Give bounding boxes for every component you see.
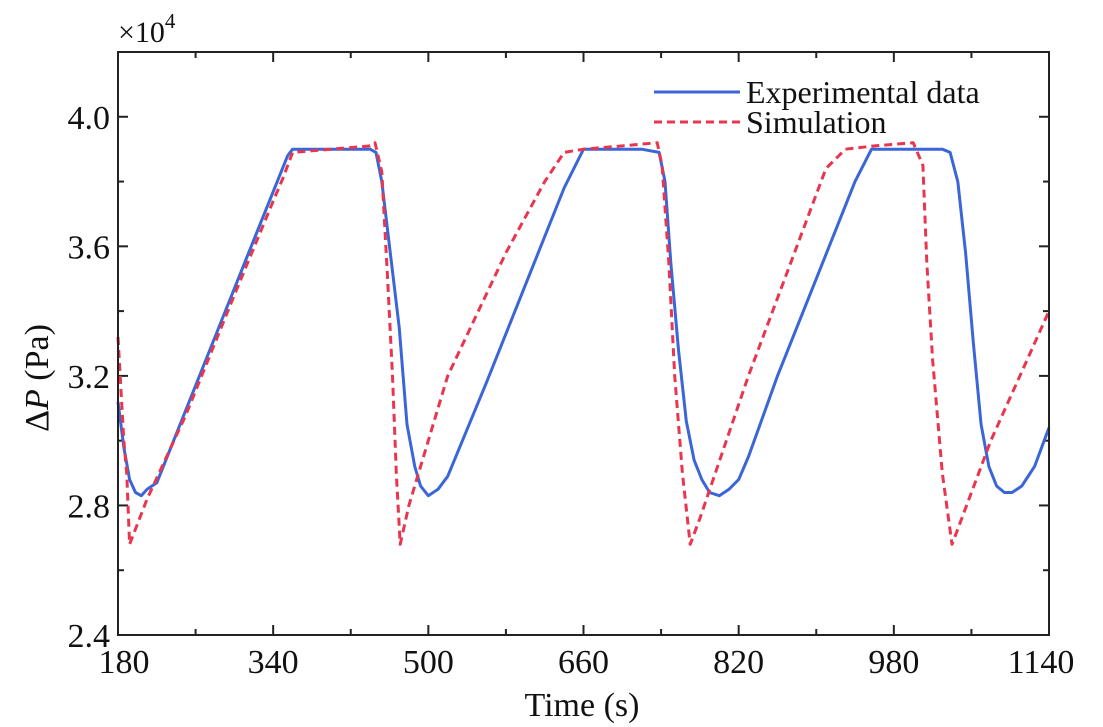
x-tick-label: 500 — [403, 644, 454, 681]
y-axis-title: ΔP (Pa) — [19, 324, 56, 432]
series-layer — [116, 141, 1051, 546]
y-tick-label: 3.2 — [68, 359, 111, 396]
x-tick-label: 1140 — [1008, 644, 1075, 681]
y-tick-label: 4.0 — [68, 100, 111, 137]
y-multiplier-exponent: 4 — [165, 9, 176, 33]
x-tick-label: 820 — [713, 644, 764, 681]
x-tick-label: 180 — [99, 644, 150, 681]
series-simulation-line — [116, 141, 1051, 546]
ticks-layer — [117, 51, 1050, 636]
labels-layer: 2.4 2.8 3.2 3.6 4.0 180 340 500 660 820 980 1140 — [68, 100, 1075, 681]
y-tick-label: 2.8 — [68, 488, 111, 525]
x-tick-label: 340 — [248, 644, 299, 681]
x-axis-title: Time (s) — [525, 687, 640, 724]
x-tick-label: 660 — [558, 644, 609, 681]
legend-label-experimental: Experimental data — [746, 74, 980, 110]
y-tick-label: 3.6 — [68, 229, 111, 266]
legend-label-simulation: Simulation — [746, 104, 886, 140]
x-tick-label: 980 — [868, 644, 919, 681]
legend: Experimental data Simulation — [654, 74, 980, 140]
plot-frame — [117, 51, 1050, 636]
series-experimental-line — [116, 147, 1051, 498]
y-tick-label: 2.4 — [68, 618, 111, 655]
y-multiplier: ×104 — [118, 9, 176, 49]
